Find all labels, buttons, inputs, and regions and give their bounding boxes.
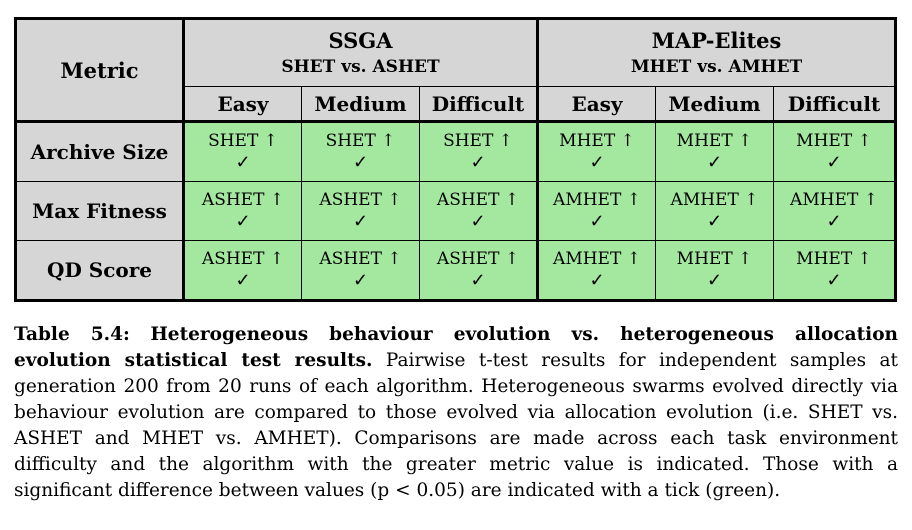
result-cell: ASHET ↑ ✓	[419, 240, 538, 302]
group-header-ssga: SSGA SHET vs. ASHET	[183, 17, 538, 87]
group-comparison: MHET vs. AMHET	[630, 57, 803, 77]
result-cell: AMHET ↑ ✓	[536, 181, 656, 241]
result-cell: MHET ↑ ✓	[773, 120, 897, 182]
group-comparison: SHET vs. ASHET	[281, 57, 440, 77]
result-cell: AMHET ↑ ✓	[773, 181, 897, 241]
result-cell: MHET ↑ ✓	[773, 240, 897, 302]
tick-icon: ✓	[826, 152, 842, 173]
tick-icon: ✓	[352, 152, 369, 173]
tick-icon: ✓	[706, 152, 723, 173]
result-cell: ASHET ↑ ✓	[301, 240, 420, 302]
result-cell: AMHET ↑ ✓	[536, 240, 656, 302]
tick-icon: ✓	[706, 211, 723, 232]
table-caption: Table 5.4: Heterogeneous behaviour evolu…	[14, 322, 898, 504]
result-cell: MHET ↑ ✓	[655, 120, 774, 182]
caption-title: Heterogeneous behaviour evolution vs. he…	[14, 324, 898, 371]
result-cell: ASHET ↑ ✓	[301, 181, 420, 241]
row-metric-label: Max Fitness	[14, 181, 185, 241]
result-cell: MHET ↑ ✓	[655, 240, 774, 302]
tick-icon: ✓	[589, 270, 605, 291]
tick-icon: ✓	[826, 270, 842, 291]
result-cell: MHET ↑ ✓	[536, 120, 656, 182]
tick-icon: ✓	[470, 152, 486, 173]
result-cell: SHET ↑ ✓	[301, 120, 420, 182]
result-cell: ASHET ↑ ✓	[183, 240, 302, 302]
tick-icon: ✓	[589, 211, 605, 232]
tick-icon: ✓	[826, 211, 842, 232]
row-metric-label: Archive Size	[14, 120, 185, 182]
table-row: QD Score ASHET ↑ ✓ ASHET ↑ ✓ ASHET ↑ ✓ AMHE…	[14, 240, 897, 302]
tick-icon: ✓	[235, 152, 251, 173]
tick-icon: ✓	[706, 270, 723, 291]
tick-icon: ✓	[470, 270, 486, 291]
group-name: SSGA	[328, 28, 393, 53]
row-metric-label: QD Score	[14, 240, 185, 302]
difficulty-header: Medium	[655, 86, 774, 122]
result-cell: SHET ↑ ✓	[183, 120, 302, 182]
group-name: MAP-Elites	[651, 28, 782, 53]
results-table: Metric SSGA SHET vs. ASHET MAP-Elites MH…	[14, 17, 897, 302]
tick-icon: ✓	[352, 270, 369, 291]
metric-header: Metric	[14, 17, 185, 122]
caption-label: Table 5.4:	[14, 324, 130, 345]
tick-icon: ✓	[235, 270, 251, 291]
difficulty-header: Difficult	[419, 86, 538, 122]
result-cell: SHET ↑ ✓	[419, 120, 538, 182]
table-row: Max Fitness ASHET ↑ ✓ ASHET ↑ ✓ ASHET ↑ ✓ A…	[14, 181, 897, 241]
caption-body: Pairwise t-test results for independent …	[14, 350, 898, 501]
tick-icon: ✓	[235, 211, 251, 232]
difficulty-header: Easy	[183, 86, 302, 122]
result-cell: ASHET ↑ ✓	[183, 181, 302, 241]
group-header-map-elites: MAP-Elites MHET vs. AMHET	[536, 17, 897, 87]
difficulty-header: Easy	[536, 86, 656, 122]
table-row: Archive Size SHET ↑ ✓ SHET ↑ ✓ SHET ↑ ✓ MHE…	[14, 120, 897, 182]
tick-icon: ✓	[470, 211, 486, 232]
tick-icon: ✓	[589, 152, 605, 173]
result-cell: AMHET ↑ ✓	[655, 181, 774, 241]
result-cell: ASHET ↑ ✓	[419, 181, 538, 241]
difficulty-header: Medium	[301, 86, 420, 122]
difficulty-header: Difficult	[773, 86, 897, 122]
tick-icon: ✓	[352, 211, 369, 232]
